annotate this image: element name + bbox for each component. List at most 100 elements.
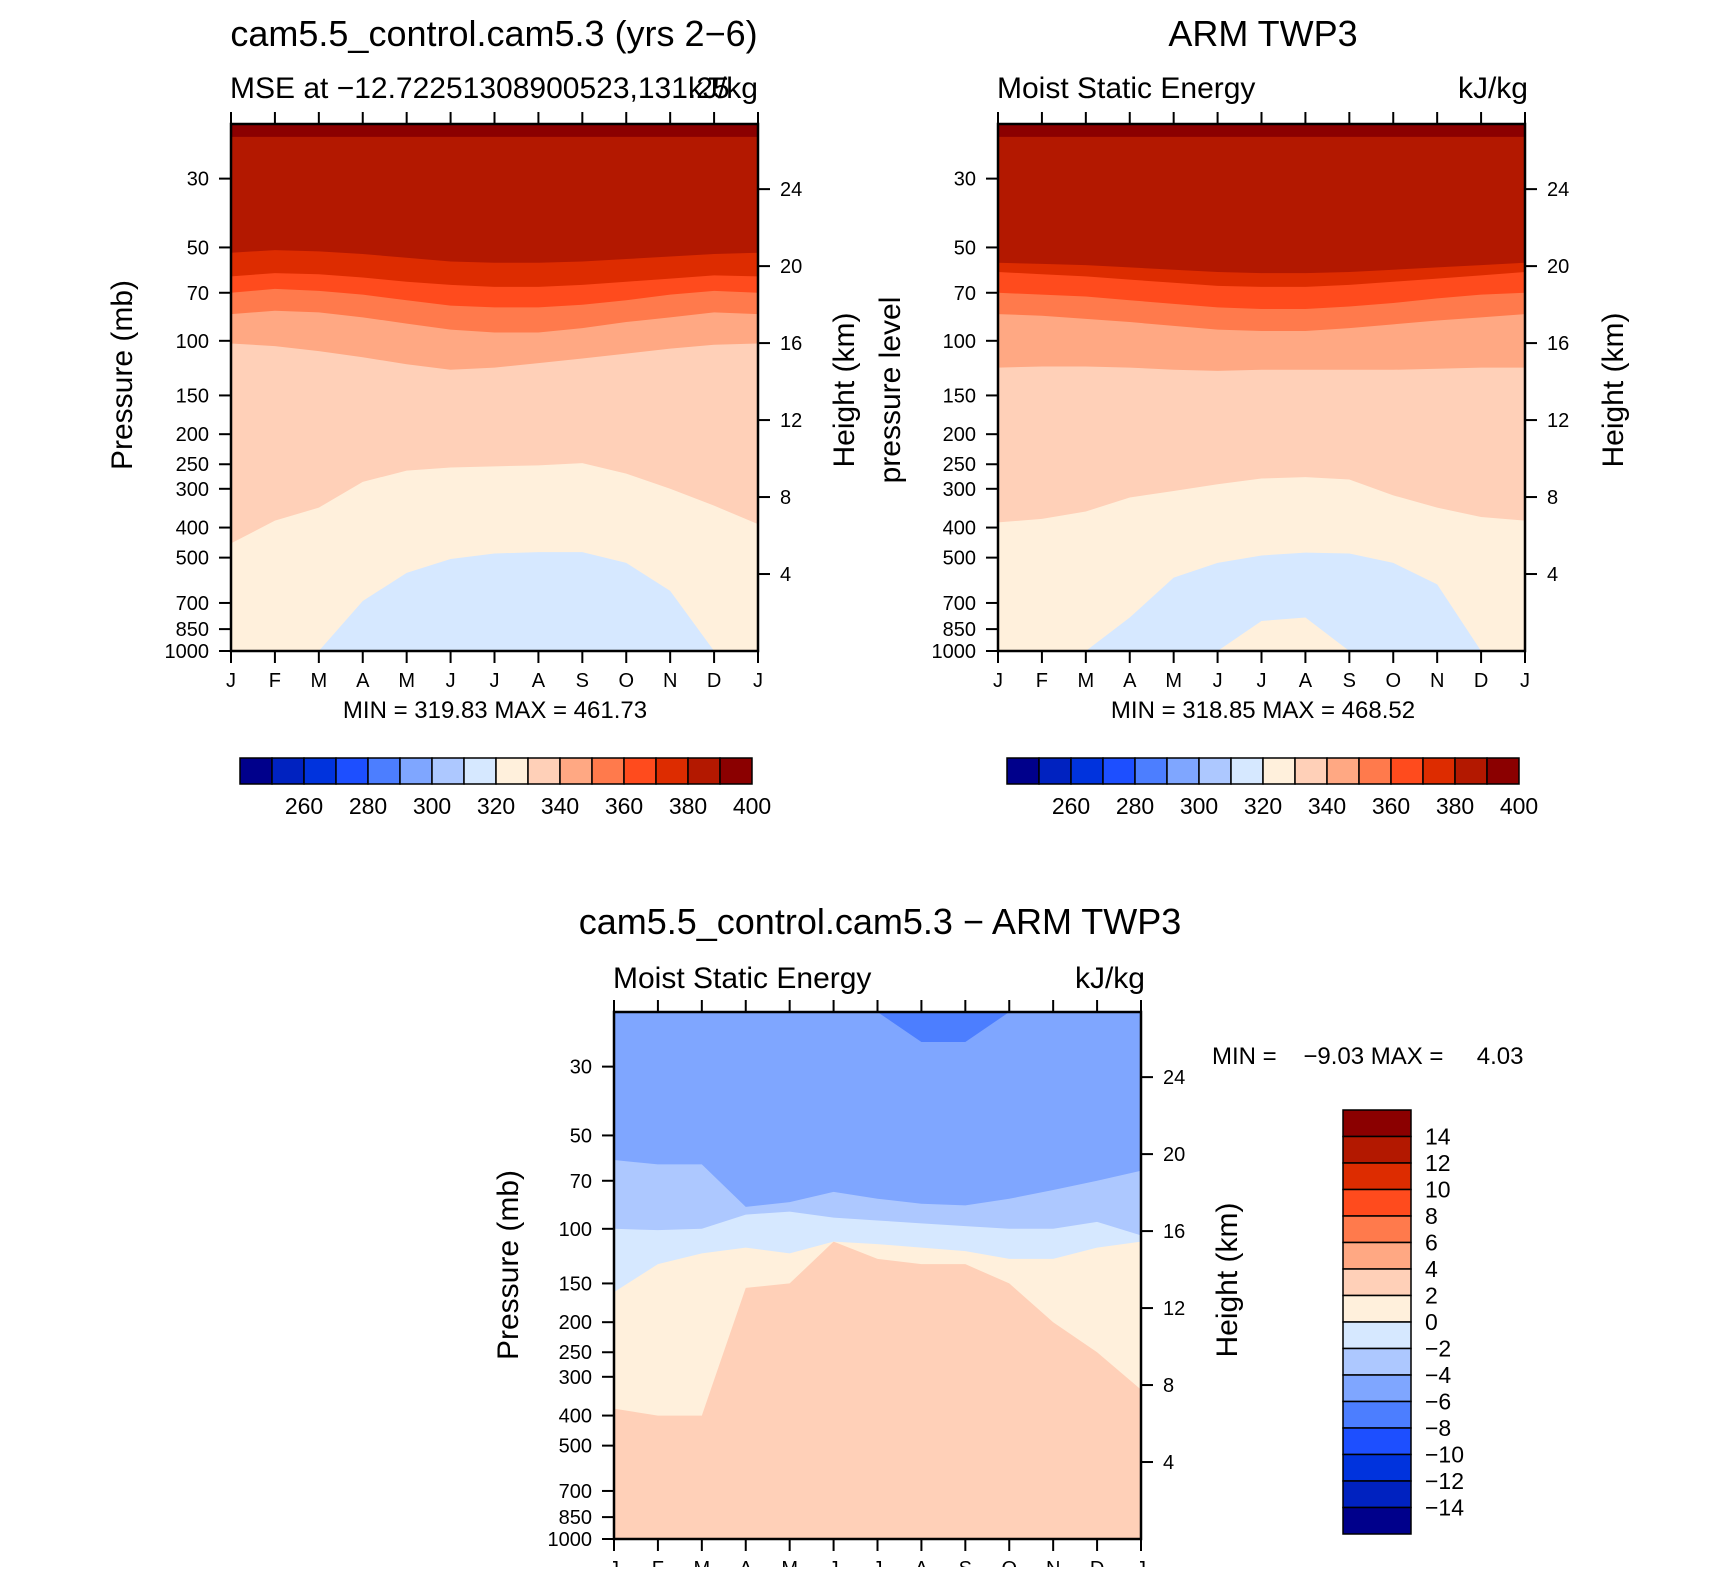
x-tick-label: S — [1343, 670, 1356, 692]
x-tick-label: N — [1430, 670, 1444, 692]
x-tick-label: M — [693, 1558, 710, 1567]
y-tick-label: 850 — [559, 1507, 592, 1529]
colorbar-swatch — [1294, 757, 1328, 785]
colorbar-swatch — [367, 757, 401, 785]
y-right-tick-label: 20 — [780, 256, 802, 278]
y-right-tick-label: 24 — [780, 179, 802, 201]
colorbar-swatch — [399, 757, 433, 785]
colorbar-swatch — [1342, 1294, 1412, 1323]
y-right-tick-label: 8 — [780, 487, 791, 509]
y-tick-label: 70 — [187, 283, 209, 305]
panel-obs-colorbar: 260 280 300 320 340 360 380 400 — [1006, 757, 1538, 819]
colorbar-swatch — [1422, 757, 1456, 785]
colorbar-label: 340 — [1308, 793, 1346, 819]
y-tick-label: 70 — [954, 283, 976, 305]
panel-model-title: cam5.5_control.cam5.3 (yrs 2−6) — [230, 13, 757, 54]
x-tick-label: D — [707, 670, 721, 692]
y-tick-label: 200 — [559, 1312, 592, 1334]
colorbar-swatch — [623, 757, 657, 785]
panel-obs-ylabel-right: Height (km) — [1597, 312, 1630, 467]
contour-level-400 — [231, 124, 758, 137]
x-tick-label: N — [1046, 1558, 1060, 1567]
colorbar-swatch — [1342, 1109, 1412, 1138]
x-tick-label: J — [1213, 670, 1223, 692]
y-tick-label: 500 — [176, 548, 209, 570]
panel-diff: cam5.5_control.cam5.3 − ARM TWP3 Moist S… — [492, 901, 1523, 1572]
colorbar-swatch — [1198, 757, 1232, 785]
y-tick-label: 1000 — [548, 1529, 593, 1551]
y-tick-label: 150 — [176, 385, 209, 407]
x-tick-label: M — [310, 670, 327, 692]
y-right-tick-label: 8 — [1163, 1375, 1174, 1397]
panel-obs-ylabel: pressure level — [874, 297, 907, 484]
x-tick-label: J — [490, 670, 500, 692]
colorbar-swatch — [1454, 757, 1488, 785]
colorbar-swatch — [239, 757, 273, 785]
colorbar-swatch — [1342, 1480, 1412, 1509]
x-tick-label: F — [1036, 670, 1048, 692]
y-right-tick-label: 12 — [780, 410, 802, 432]
colorbar-swatch — [335, 757, 369, 785]
x-tick-label: D — [1474, 670, 1488, 692]
x-tick-label: M — [1077, 670, 1094, 692]
y-tick-label: 200 — [943, 424, 976, 446]
x-tick-label: N — [663, 670, 677, 692]
colorbar-swatch — [1342, 1506, 1412, 1535]
panel-diff-contour-fill — [614, 1012, 1141, 1539]
panel-diff-subtitle-left: Moist Static Energy — [613, 962, 871, 995]
x-tick-label: J — [993, 670, 1003, 692]
x-tick-label: O — [1385, 670, 1401, 692]
colorbar-label: 8 — [1425, 1203, 1438, 1229]
colorbar-label: 400 — [733, 793, 771, 819]
colorbar-label: 400 — [1500, 793, 1538, 819]
colorbar-swatch — [527, 757, 561, 785]
colorbar-label: −14 — [1425, 1495, 1464, 1521]
y-tick-label: 300 — [176, 479, 209, 501]
colorbar-swatch — [1342, 1321, 1412, 1350]
colorbar-swatch — [1038, 757, 1072, 785]
y-right-tick-label: 4 — [780, 564, 791, 586]
colorbar-swatch — [1166, 757, 1200, 785]
colorbar-label: −12 — [1425, 1468, 1464, 1494]
x-tick-label: S — [576, 670, 589, 692]
y-tick-label: 700 — [943, 593, 976, 615]
colorbar-swatch — [431, 757, 465, 785]
colorbar-swatch — [303, 757, 337, 785]
y-tick-label: 150 — [943, 385, 976, 407]
colorbar-label: 12 — [1425, 1150, 1451, 1176]
x-tick-label: F — [269, 670, 281, 692]
colorbar-swatch — [1342, 1241, 1412, 1270]
colorbar-label: 300 — [413, 793, 451, 819]
y-tick-label: 150 — [559, 1273, 592, 1295]
colorbar-label: −2 — [1425, 1336, 1451, 1362]
colorbar-label: 280 — [1116, 793, 1154, 819]
y-right-tick-label: 4 — [1163, 1452, 1174, 1474]
panel-model-stats: MIN = 319.83 MAX = 461.73 — [343, 697, 647, 724]
colorbar-label: −10 — [1425, 1442, 1464, 1468]
y-tick-label: 50 — [954, 237, 976, 259]
y-tick-label: 100 — [943, 331, 976, 353]
colorbar-swatch — [1342, 1188, 1412, 1217]
panel-obs-contour-fill — [998, 124, 1525, 651]
y-right-tick-label: 20 — [1163, 1144, 1185, 1166]
y-tick-label: 1000 — [932, 641, 977, 663]
y-tick-label: 30 — [954, 169, 976, 191]
y-right-tick-label: 24 — [1547, 179, 1569, 201]
panel-obs-subtitle-right: kJ/kg — [1458, 72, 1528, 105]
colorbar-swatch — [495, 757, 529, 785]
colorbar-swatch — [1486, 757, 1520, 785]
colorbar-swatch — [1342, 1400, 1412, 1429]
contour-level-390 — [998, 124, 1525, 274]
colorbar-label: 260 — [1052, 793, 1090, 819]
colorbar-label: 260 — [285, 793, 323, 819]
y-tick-label: 30 — [570, 1057, 592, 1079]
x-tick-label: J — [873, 1558, 883, 1567]
y-tick-label: 50 — [187, 237, 209, 259]
x-tick-label: A — [915, 1558, 929, 1567]
panel-model-subtitle-right: kJ/kg — [688, 72, 758, 105]
panel-model-contour-fill — [231, 124, 758, 651]
x-tick-label: J — [446, 670, 456, 692]
colorbar-label: 360 — [1372, 793, 1410, 819]
